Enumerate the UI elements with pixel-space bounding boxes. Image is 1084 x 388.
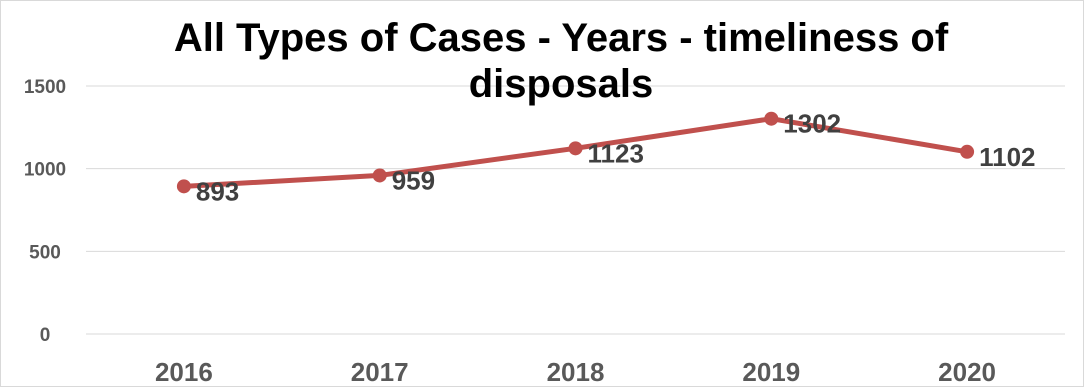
data-label: 1102 [979, 142, 1035, 172]
chart-title-line-1: All Types of Cases - Years - timeliness … [174, 16, 949, 60]
data-label: 959 [392, 165, 435, 195]
data-label: 1123 [588, 138, 644, 168]
data-point [960, 144, 975, 159]
data-point [568, 141, 583, 156]
x-tick-label: 2020 [938, 357, 996, 387]
data-point [764, 111, 779, 126]
data-labels: 893 959 1123 1302 1102 [196, 109, 1036, 207]
x-tick-label: 2017 [351, 357, 409, 387]
x-axis-ticks: 2016 2017 2018 2019 2020 [155, 357, 996, 387]
x-tick-label: 2018 [547, 357, 605, 387]
gridlines [86, 85, 1065, 335]
y-tick-label: 1000 [24, 160, 66, 181]
x-tick-label: 2019 [742, 357, 800, 387]
y-tick-label: 1500 [24, 77, 66, 98]
y-tick-label: 0 [40, 325, 51, 346]
y-tick-label: 500 [29, 242, 61, 263]
data-point [372, 168, 387, 183]
chart-title-line-2: disposals [469, 62, 654, 106]
x-tick-label: 2016 [155, 357, 213, 387]
data-label: 1302 [783, 109, 841, 139]
y-axis-ticks: 0 500 1000 1500 [24, 77, 66, 346]
data-point [176, 179, 191, 194]
data-points [176, 111, 975, 194]
data-label: 893 [196, 176, 239, 206]
